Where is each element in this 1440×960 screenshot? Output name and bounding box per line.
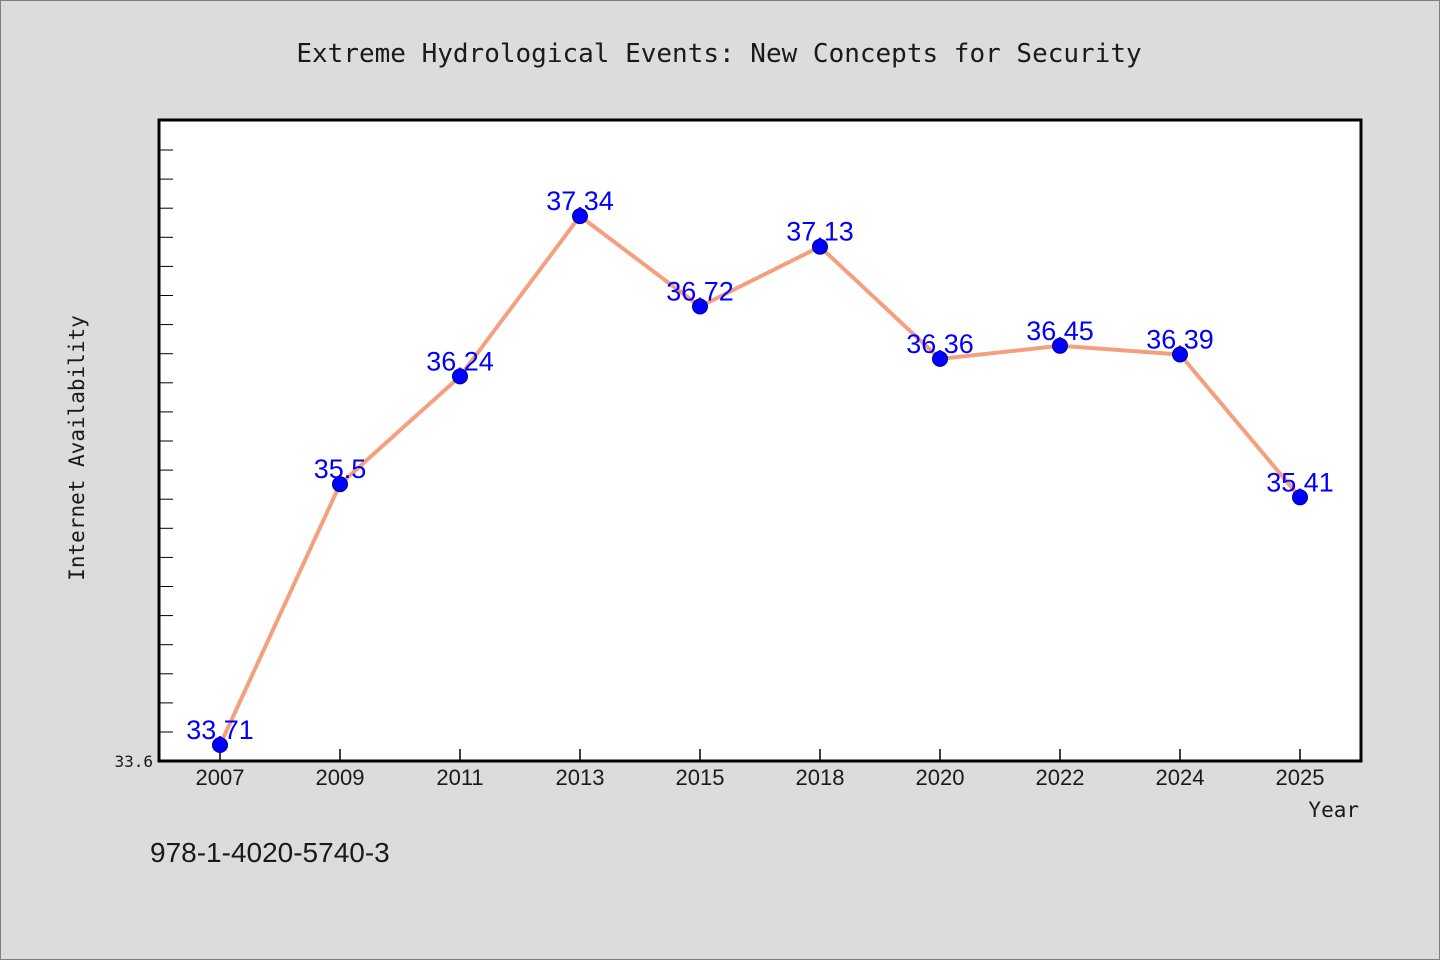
y-axis-ticks xyxy=(159,149,173,733)
plot-area xyxy=(157,118,1363,763)
data-point-marker xyxy=(212,737,228,753)
data-value-label: 36.45 xyxy=(1026,316,1094,346)
x-axis-ticks xyxy=(219,749,1301,761)
x-tick-label: 2020 xyxy=(916,765,965,790)
x-tick-label: 2022 xyxy=(1036,765,1085,790)
data-point-marker xyxy=(1052,337,1068,354)
data-point-marker xyxy=(932,350,948,367)
data-point-marker xyxy=(1172,346,1188,363)
x-tick-label: 2007 xyxy=(196,765,245,790)
data-value-label: 36.72 xyxy=(666,277,734,307)
data-value-label: 35.41 xyxy=(1266,467,1334,497)
data-value-label: 37.13 xyxy=(786,217,854,247)
x-tick-label: 2024 xyxy=(1156,765,1205,790)
data-point-marker xyxy=(452,368,468,385)
series-line xyxy=(218,214,1302,746)
y-tick-label: 33.6 xyxy=(114,752,153,771)
data-point-marker xyxy=(692,298,708,315)
series-internet-availability xyxy=(212,208,1308,753)
data-value-label: 36.36 xyxy=(906,329,974,359)
x-axis-label: Year xyxy=(1308,798,1359,822)
x-tick-label: 2009 xyxy=(316,765,365,790)
data-point-marker xyxy=(812,238,828,255)
data-value-label: 37.34 xyxy=(546,186,614,216)
y-axis-label: Internet Availability xyxy=(65,315,89,581)
x-tick-label: 2011 xyxy=(436,765,483,790)
x-axis-tick-labels: 2007 2009 2011 2013 2015 2018 2020 2022 2024 2025 xyxy=(196,765,1325,790)
chart-title: Extreme Hydrological Events: New Concept… xyxy=(296,39,1141,69)
y-axis-tick-labels: 33.6 xyxy=(114,752,153,771)
data-point-marker xyxy=(572,208,588,225)
data-value-label: 36.24 xyxy=(426,346,494,376)
data-point-marker xyxy=(332,476,348,493)
data-labels: 33.71 35.5 36.24 37.34 36.72 37.13 36.36 36.45 3… xyxy=(186,186,1334,745)
x-tick-label: 2018 xyxy=(796,765,845,790)
x-tick-label: 2025 xyxy=(1276,765,1325,790)
footer-isbn: 978-1-4020-5740-3 xyxy=(150,837,390,868)
x-tick-label: 2013 xyxy=(556,765,605,790)
data-value-label: 33.71 xyxy=(186,715,254,745)
data-value-label: 36.39 xyxy=(1146,325,1214,355)
data-point-marker xyxy=(1292,489,1308,506)
x-tick-label: 2015 xyxy=(676,765,725,790)
data-value-label: 35.5 xyxy=(314,454,367,484)
